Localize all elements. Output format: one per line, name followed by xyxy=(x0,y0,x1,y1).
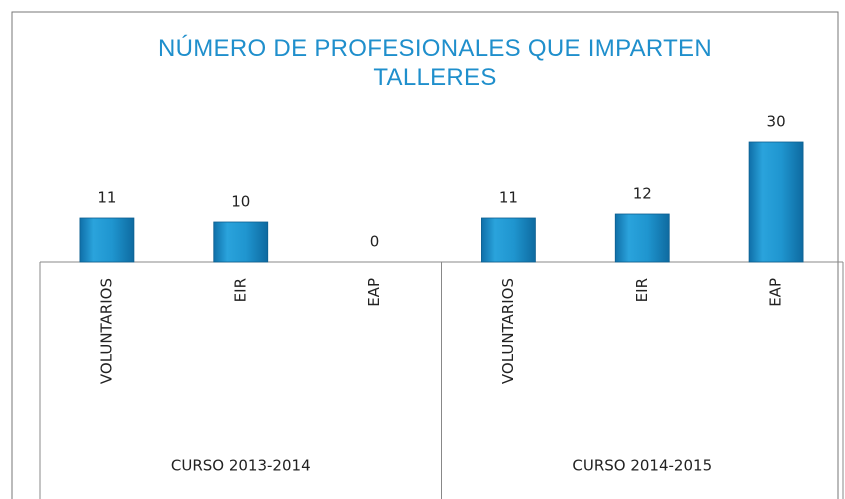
data-label: 30 xyxy=(767,113,786,131)
bar xyxy=(748,141,804,263)
bar xyxy=(213,221,269,263)
data-label: 12 xyxy=(633,185,652,203)
chart-title: NÚMERO DE PROFESIONALES QUE IMPARTEN TAL… xyxy=(158,35,712,91)
x-tick-label: EIR xyxy=(633,278,651,302)
x-tick-label: EAP xyxy=(767,278,785,307)
x-tick-label: VOLUNTARIOS xyxy=(499,278,517,384)
bar xyxy=(481,217,536,263)
group-label: CURSO 2013-2014 xyxy=(171,457,311,475)
data-label: 10 xyxy=(231,193,250,211)
bar xyxy=(614,213,670,263)
x-tick-label: EIR xyxy=(231,278,249,302)
bar xyxy=(79,217,135,263)
chart-frame xyxy=(11,11,839,499)
data-label: 0 xyxy=(370,233,380,251)
data-label: 11 xyxy=(499,189,518,207)
x-tick-label: VOLUNTARIOS xyxy=(97,278,115,384)
data-label: 11 xyxy=(97,189,116,207)
group-label: CURSO 2014-2015 xyxy=(572,457,712,475)
x-tick-label: EAP xyxy=(365,278,383,307)
